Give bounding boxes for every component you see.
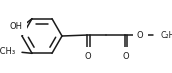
Text: O: O	[123, 52, 129, 61]
Text: OH: OH	[10, 22, 23, 31]
Text: C₂H₅: C₂H₅	[160, 31, 172, 40]
Text: O: O	[137, 31, 143, 40]
Text: OCH₃: OCH₃	[0, 47, 16, 56]
Text: O: O	[85, 52, 92, 61]
